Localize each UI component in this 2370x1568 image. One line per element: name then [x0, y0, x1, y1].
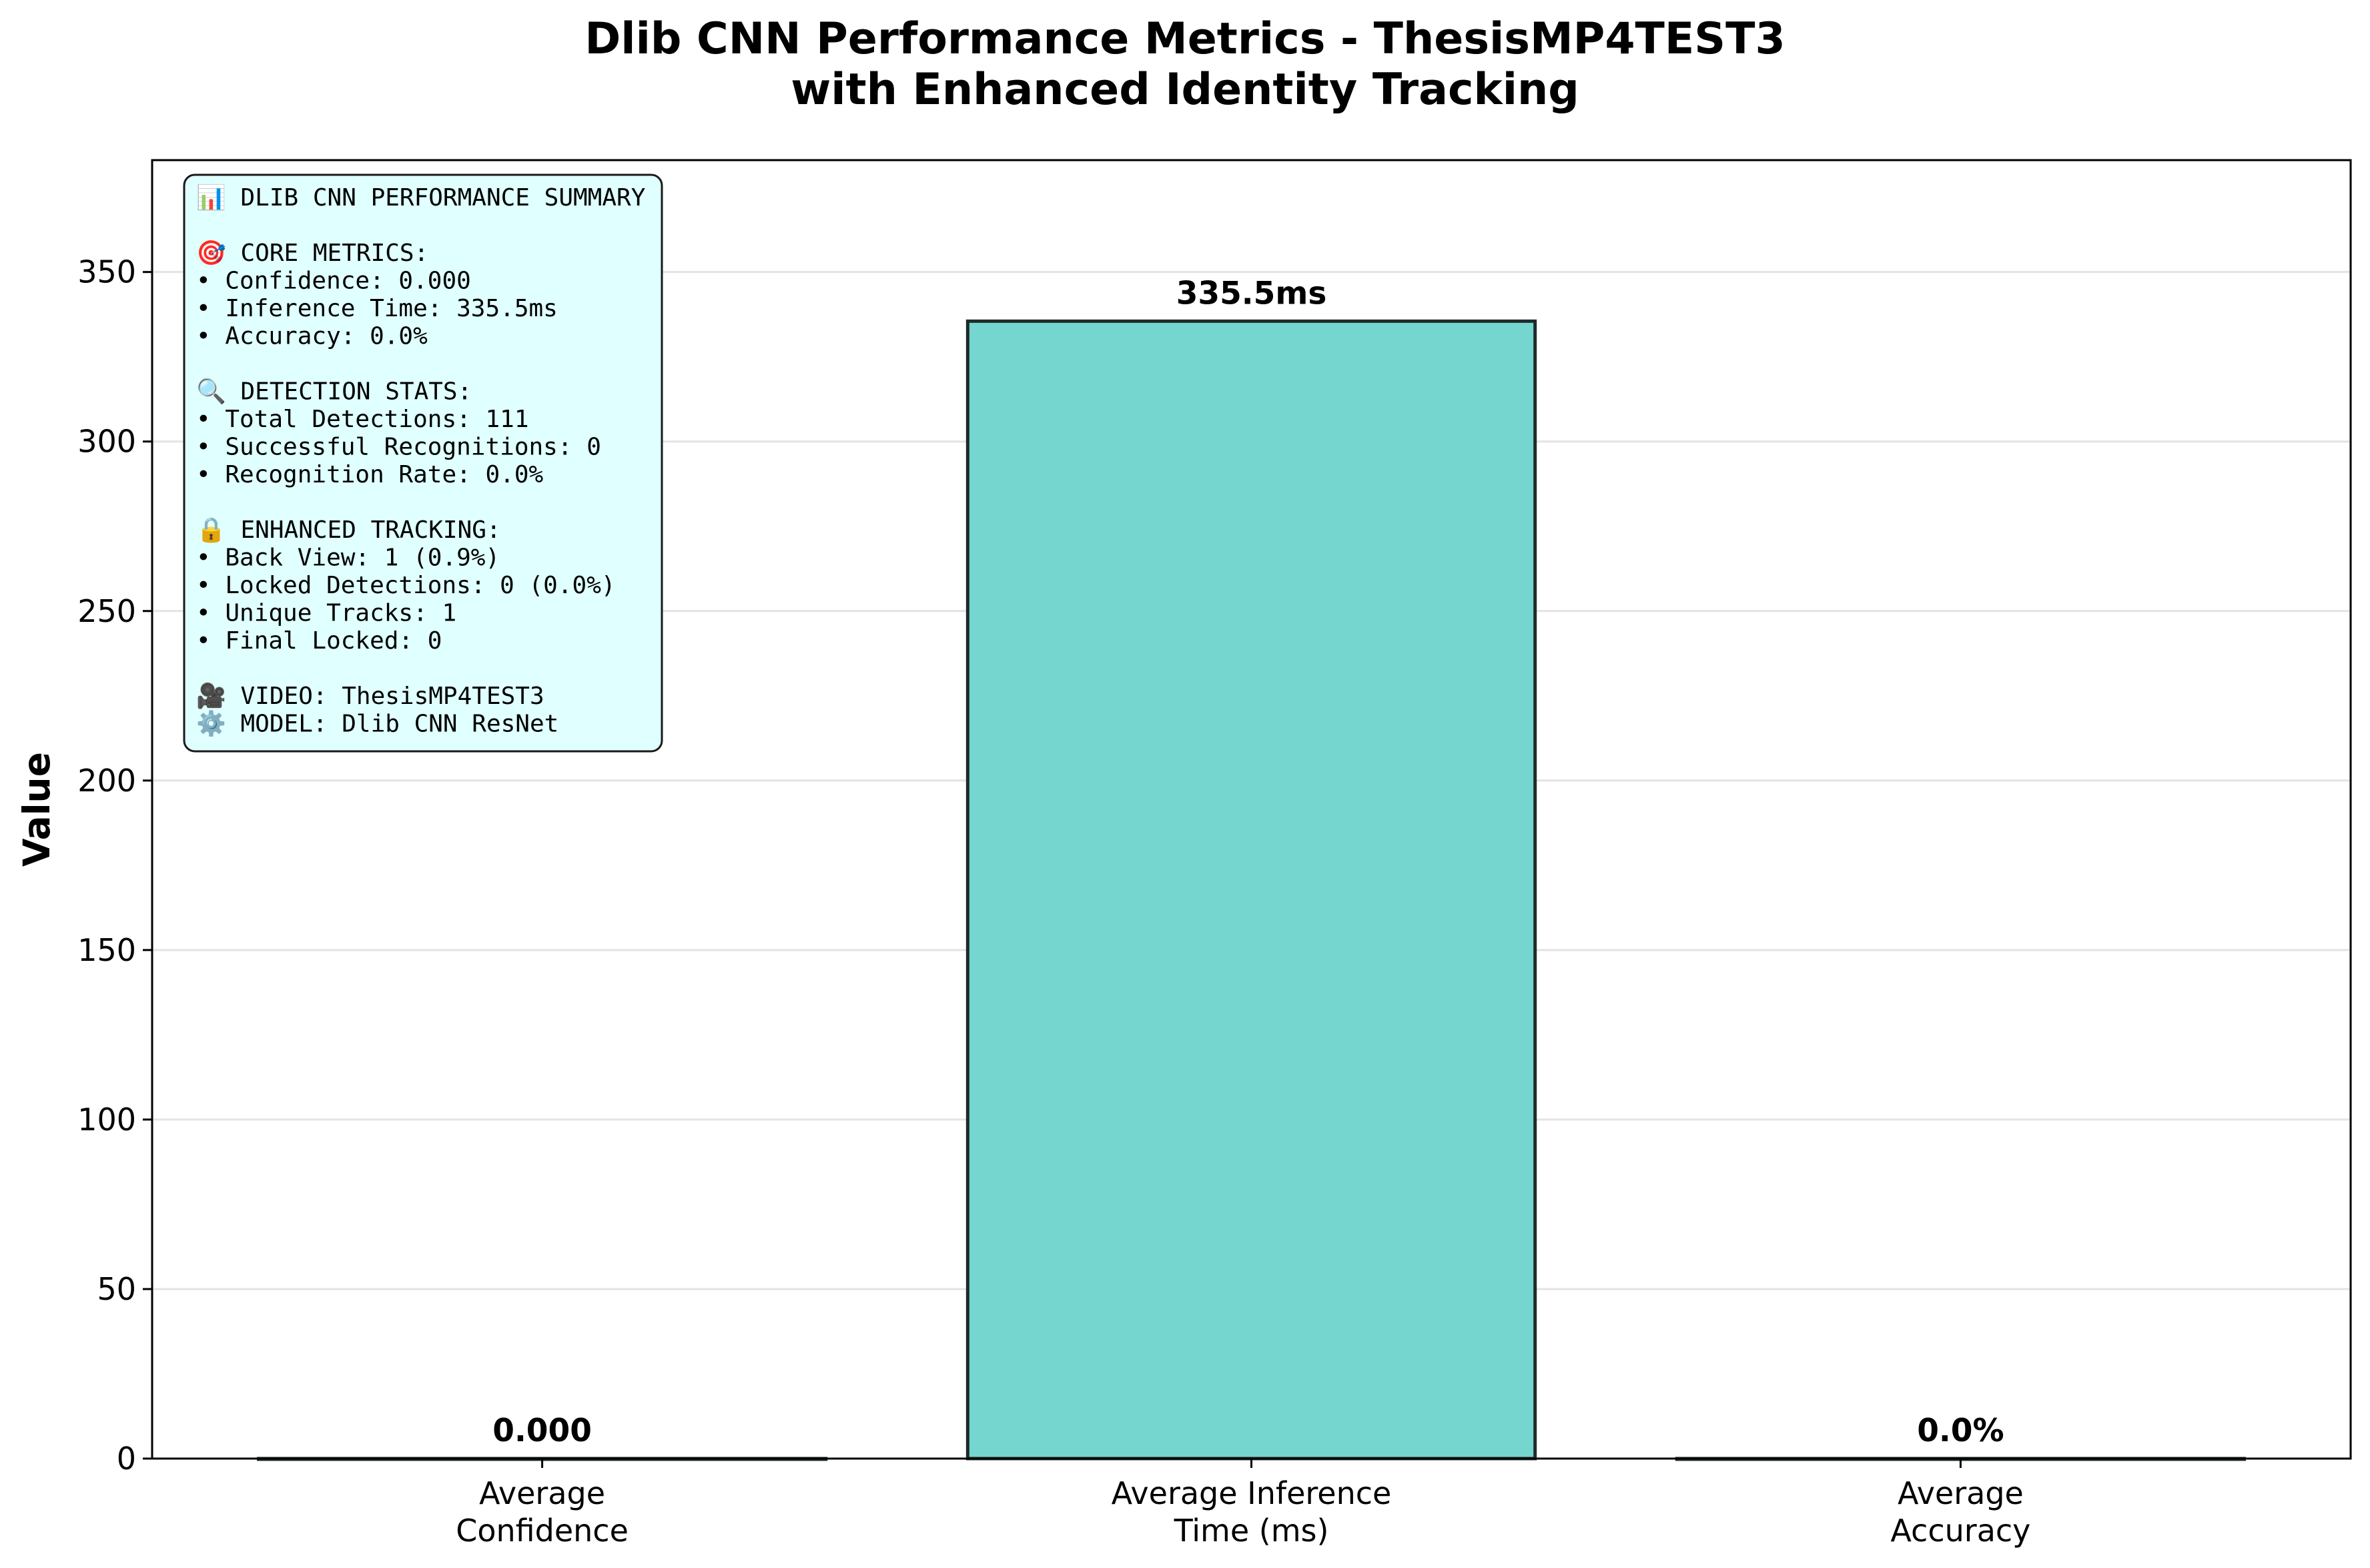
- summary-line: • Back View: 1 (0.9%): [196, 544, 500, 572]
- summary-line: • Inference Time: 335.5ms: [196, 295, 558, 322]
- y-tick-label: 250: [77, 593, 136, 629]
- y-tick-label: 50: [97, 1271, 136, 1307]
- x-tick-label: Average: [1898, 1475, 2024, 1511]
- summary-box-frame: [183, 173, 663, 753]
- bar-value-labels: 0.000 335.5ms 0.0%: [492, 275, 2004, 1449]
- summary-box: 📊 DLIB CNN PERFORMANCE SUMMARY 🎯 CORE MET…: [183, 173, 663, 753]
- summary-line: 🔍 DETECTION STATS:: [196, 376, 472, 406]
- y-tick-label: 150: [77, 932, 136, 968]
- chart-title-line: Dlib CNN Performance Metrics - ThesisMP4…: [584, 14, 1785, 64]
- y-tick-label: 200: [77, 763, 136, 799]
- x-tick-label: Time (ms): [1174, 1513, 1329, 1549]
- summary-line: • Locked Detections: 0 (0.0%): [196, 572, 616, 599]
- bar-value-label: 0.0%: [1917, 1413, 2004, 1449]
- x-tick-label: Confidence: [456, 1513, 629, 1549]
- summary-line: 📊 DLIB CNN PERFORMANCE SUMMARY: [196, 183, 646, 212]
- y-axis-label: Value: [15, 752, 58, 867]
- summary-line: • Total Detections: 111: [196, 406, 529, 433]
- summary-line: 🔒 ENHANCED TRACKING:: [196, 516, 501, 544]
- chart-title: Dlib CNN Performance Metrics - ThesisMP4…: [584, 14, 1785, 115]
- summary-line: • Recognition Rate: 0.0%: [196, 461, 543, 488]
- y-tick-label: 100: [77, 1102, 136, 1138]
- bar-value-label: 0.000: [492, 1413, 592, 1449]
- summary-line: 🎥 VIDEO: ThesisMP4TEST3: [196, 682, 544, 710]
- summary-box-text: 📊 DLIB CNN PERFORMANCE SUMMARY 🎯 CORE MET…: [196, 183, 646, 738]
- y-tick-label: 0: [117, 1441, 136, 1477]
- y-tick-label: 350: [77, 254, 136, 290]
- y-axis: 0 50 100 150 200 250 300 350: [77, 254, 152, 1477]
- summary-line: • Successful Recognitions: 0: [196, 434, 601, 461]
- summary-line: 🎯 CORE METRICS:: [196, 240, 428, 267]
- y-tick-label: 300: [77, 424, 136, 460]
- summary-line: • Final Locked: 0: [196, 627, 442, 655]
- bar-value-label: 335.5ms: [1176, 275, 1327, 312]
- summary-line: • Unique Tracks: 1: [196, 600, 456, 627]
- x-tick-label: Accuracy: [1890, 1513, 2030, 1549]
- summary-line: • Accuracy: 0.0%: [196, 323, 428, 350]
- summary-line: ⚙️ MODEL: Dlib CNN ResNet: [196, 710, 558, 738]
- bar: [965, 319, 1537, 1461]
- x-tick-label: Average: [479, 1475, 605, 1511]
- chart-title-line: with Enhanced Identity Tracking: [791, 65, 1579, 115]
- x-tick-label: Average Inference: [1112, 1475, 1392, 1511]
- summary-line: • Confidence: 0.000: [196, 268, 471, 295]
